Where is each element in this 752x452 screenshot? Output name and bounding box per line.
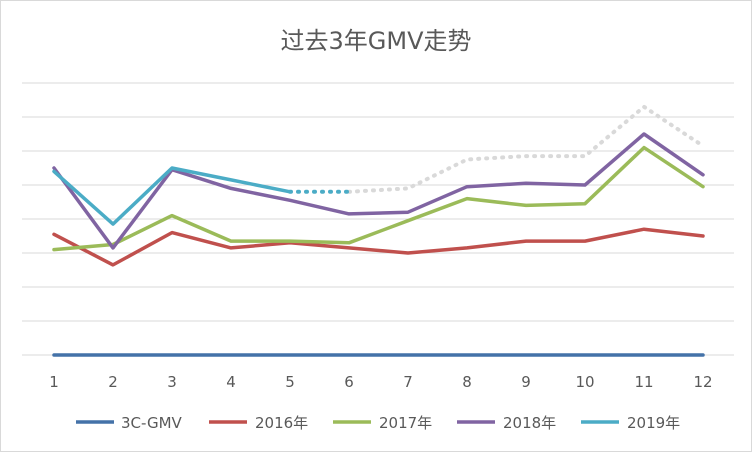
x-axis-ticks: 1 2 3 4 5 6 7 8 9 10 11 12 xyxy=(49,373,712,391)
x-tick-label: 11 xyxy=(634,373,653,391)
legend-label: 3C-GMV xyxy=(121,414,183,432)
x-tick-label: 2 xyxy=(108,373,118,391)
x-tick-label: 3 xyxy=(167,373,177,391)
legend: 3C-GMV 2016年 2017年 2018年 2019年 xyxy=(76,414,680,432)
series-projection-4 xyxy=(347,104,705,194)
legend-label: 2019年 xyxy=(627,414,680,432)
x-tick-label: 7 xyxy=(403,373,413,391)
x-tick-label: 4 xyxy=(226,373,236,391)
series-line-1 xyxy=(52,227,705,267)
grid-lines xyxy=(22,82,734,356)
x-tick-label: 9 xyxy=(521,373,531,391)
x-tick-label: 10 xyxy=(575,373,594,391)
series-line-2 xyxy=(52,145,705,252)
legend-item: 3C-GMV xyxy=(76,414,183,432)
x-tick-label: 5 xyxy=(285,373,295,391)
chart-title: 过去3年GMV走势 xyxy=(281,27,472,55)
legend-item: 2018年 xyxy=(457,414,556,432)
legend-item: 2019年 xyxy=(581,414,680,432)
legend-item: 2017年 xyxy=(333,414,432,432)
series-line-4 xyxy=(52,166,292,226)
x-tick-label: 1 xyxy=(49,373,59,391)
x-tick-label: 6 xyxy=(344,373,354,391)
series-line-3 xyxy=(52,132,705,250)
legend-label: 2017年 xyxy=(379,414,432,432)
x-tick-label: 12 xyxy=(693,373,712,391)
series-layer xyxy=(52,104,705,357)
legend-item: 2016年 xyxy=(209,414,308,432)
legend-label: 2018年 xyxy=(503,414,556,432)
legend-label: 2016年 xyxy=(255,414,308,432)
x-tick-label: 8 xyxy=(462,373,472,391)
